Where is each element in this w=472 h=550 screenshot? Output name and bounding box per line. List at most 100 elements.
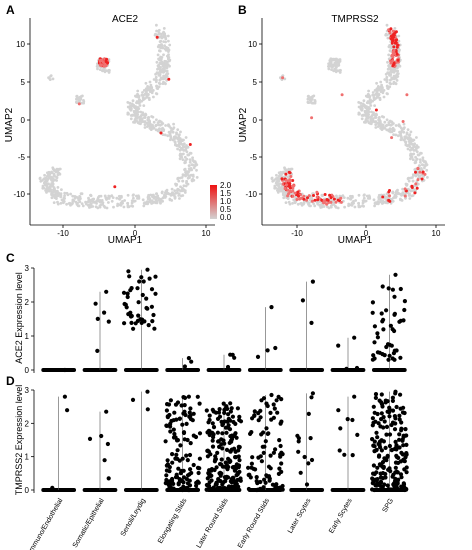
- cell-point: [307, 201, 311, 205]
- expr-point: [151, 312, 156, 318]
- umap-a-xtick: 0: [133, 229, 138, 238]
- expr-point: [375, 435, 380, 440]
- umap-a-xtick: -10: [57, 229, 69, 238]
- cell-point: [157, 85, 161, 89]
- expr-point: [164, 423, 169, 428]
- cell-point: [188, 160, 192, 164]
- cell-point: [274, 177, 278, 181]
- expr-point: [153, 291, 158, 296]
- expr-point: [370, 300, 375, 305]
- expr-point: [287, 170, 291, 174]
- cell-point: [80, 192, 84, 196]
- cell-point: [187, 164, 191, 168]
- expr-point: [401, 457, 406, 462]
- cell-point: [185, 157, 189, 161]
- expr-point: [172, 431, 177, 437]
- expr-point: [403, 194, 407, 198]
- expr-point: [251, 466, 256, 471]
- cell-point: [368, 107, 371, 110]
- expr-point: [122, 321, 127, 326]
- cell-point: [144, 81, 148, 85]
- expr-point: [322, 201, 326, 205]
- cell-point: [158, 200, 162, 204]
- cell-point: [164, 124, 168, 127]
- expr-point: [391, 34, 395, 38]
- expr-point: [149, 287, 155, 292]
- expr-point: [250, 416, 255, 421]
- cell-point: [395, 190, 399, 194]
- expr-point: [391, 59, 395, 63]
- cell-point: [52, 186, 56, 190]
- cell-point: [117, 197, 121, 201]
- cell-point: [54, 195, 58, 199]
- expr-point: [414, 170, 417, 174]
- expr-point: [371, 443, 376, 448]
- expr-point: [255, 354, 261, 359]
- cell-point: [91, 205, 95, 208]
- cell-point: [165, 69, 169, 73]
- expr-point: [131, 326, 136, 331]
- cell-point: [63, 191, 67, 195]
- cell-point: [154, 75, 158, 79]
- cell-point: [166, 34, 170, 38]
- expr-point: [248, 431, 253, 436]
- expr-point: [307, 194, 311, 198]
- cell-point: [155, 84, 159, 88]
- umap-b-ytick: -5: [250, 153, 258, 162]
- cell-point: [178, 141, 182, 145]
- cell-point: [162, 76, 165, 79]
- panel-letter-c: C: [6, 251, 15, 265]
- cell-point: [391, 199, 395, 203]
- expr-point: [387, 198, 391, 202]
- cell-point: [270, 177, 274, 181]
- expr-point: [155, 35, 159, 39]
- y-tick-label: 0: [25, 366, 30, 375]
- cell-point: [155, 23, 158, 27]
- cell-point: [404, 191, 408, 195]
- expr-point: [207, 480, 212, 485]
- cell-point: [385, 23, 389, 27]
- cell-point: [380, 124, 383, 127]
- expr-point: [264, 426, 269, 431]
- cell-point: [162, 27, 166, 30]
- cell-point: [387, 121, 391, 125]
- cell-point: [365, 107, 369, 110]
- cell-point: [56, 171, 60, 174]
- expr-point: [381, 317, 386, 322]
- cell-point: [50, 193, 53, 197]
- expr-point: [387, 353, 392, 358]
- expr-point: [390, 398, 395, 403]
- cell-point: [132, 193, 135, 197]
- cell-point: [398, 124, 401, 128]
- expr-point: [105, 441, 110, 447]
- cell-point: [406, 176, 410, 180]
- cell-point: [183, 160, 187, 164]
- expr-point: [271, 402, 276, 407]
- cell-point: [392, 129, 396, 133]
- cell-point: [134, 94, 137, 98]
- cell-point: [411, 139, 415, 143]
- cell-point: [385, 75, 389, 79]
- expr-point: [379, 402, 385, 407]
- cell-point: [279, 170, 283, 174]
- cell-point: [369, 99, 372, 102]
- cell-point: [62, 199, 65, 203]
- cell-point: [281, 170, 285, 174]
- cell-point: [151, 115, 155, 119]
- expr-point: [390, 395, 395, 400]
- expr-point: [235, 406, 240, 411]
- cell-point: [374, 120, 378, 123]
- cell-point: [308, 198, 312, 202]
- expr-point: [260, 444, 265, 449]
- cell-point: [172, 126, 176, 129]
- cell-point: [404, 143, 408, 146]
- umap-b-xtick: 0: [364, 229, 369, 238]
- expr-point: [185, 473, 191, 478]
- expr-point: [302, 197, 306, 201]
- cell-point: [183, 168, 186, 172]
- expr-point: [371, 353, 376, 358]
- cell-point: [176, 128, 180, 132]
- cell-point: [396, 69, 400, 73]
- cell-point: [161, 82, 165, 85]
- expr-point: [191, 433, 196, 438]
